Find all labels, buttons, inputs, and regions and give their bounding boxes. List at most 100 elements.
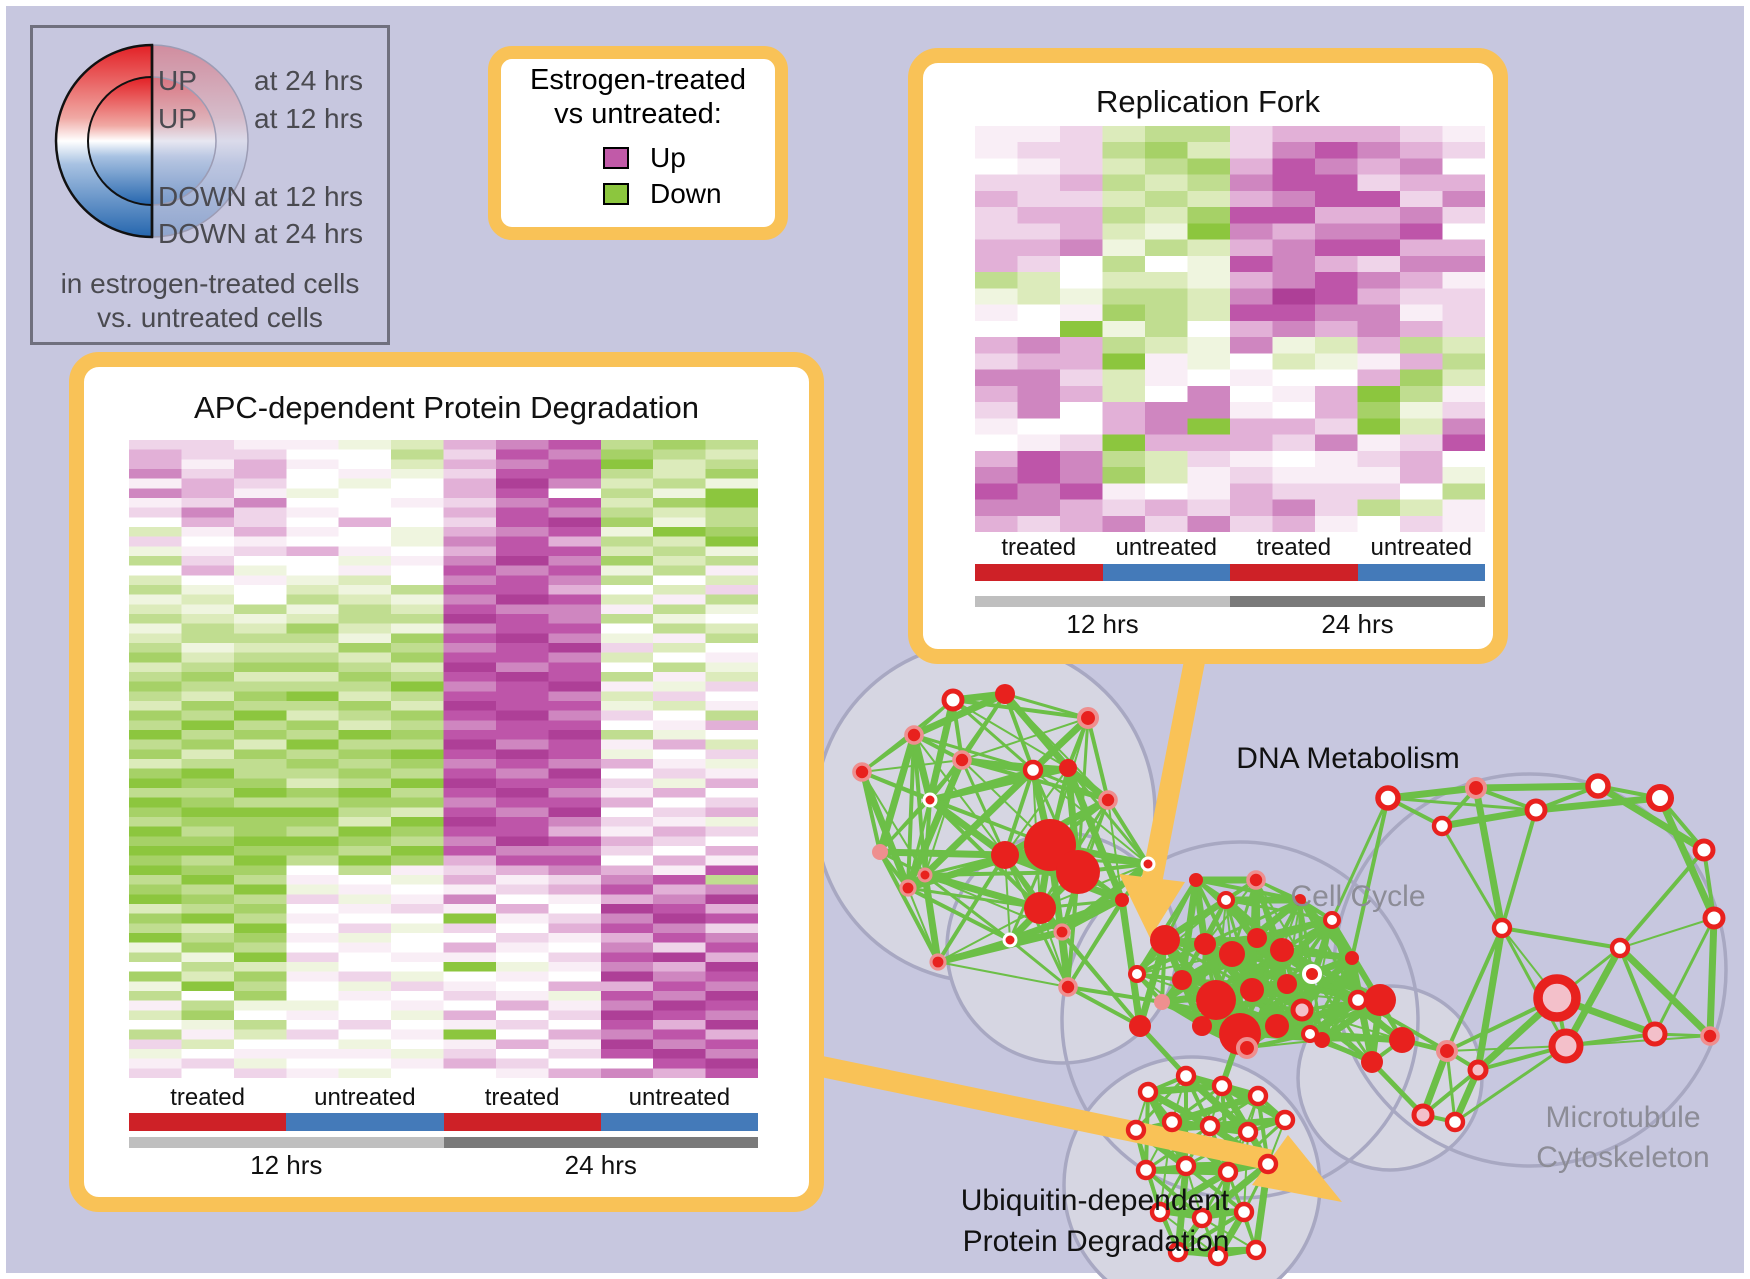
heatmap-cell <box>705 710 758 721</box>
heatmap-cell <box>1357 402 1401 419</box>
replication-fork-heatmap <box>975 126 1485 532</box>
heatmap-cell <box>495 817 549 828</box>
heatmap-cell <box>653 594 707 605</box>
heatmap-cell <box>338 556 392 567</box>
heatmap-cell <box>1357 353 1401 371</box>
heatmap-cell <box>129 836 183 847</box>
heatmap-cell <box>129 536 183 547</box>
heatmap-cell <box>391 720 445 731</box>
heatmap-cell <box>129 933 183 944</box>
heatmap-cell <box>495 662 549 673</box>
heatmap-cell <box>548 923 602 934</box>
heatmap-cell <box>443 797 497 808</box>
heatmap-cell <box>1315 126 1359 143</box>
heatmap-cell <box>1230 239 1274 257</box>
heatmap-cell <box>233 556 287 567</box>
heatmap-cell <box>129 710 183 721</box>
heatmap-cell <box>495 507 549 518</box>
heatmap-cell <box>1272 304 1316 322</box>
heatmap-cell <box>975 272 1019 289</box>
heatmap-cell <box>495 478 549 489</box>
heatmap-cell <box>705 1068 758 1078</box>
time-bar <box>975 596 1230 607</box>
heatmap-cell <box>391 643 445 654</box>
network-edge <box>1617 945 1713 1039</box>
network-node-pinkring <box>1076 706 1100 730</box>
heatmap-cell <box>1315 190 1359 208</box>
heatmap-cell <box>1272 142 1316 160</box>
heatmap-cell <box>653 846 707 857</box>
heatmap-cell <box>1102 320 1146 338</box>
heatmap-cell <box>129 643 183 654</box>
heatmap-cell <box>548 1049 602 1060</box>
heatmap-cell <box>1400 483 1444 501</box>
heatmap-cell <box>391 807 445 818</box>
heatmap-cell <box>181 575 235 586</box>
heatmap-cell <box>391 585 445 596</box>
heatmap-cell <box>338 797 392 808</box>
heatmap-cell <box>181 604 235 615</box>
heatmap-cell <box>1017 483 1061 501</box>
heatmap-cell <box>600 1000 654 1011</box>
heatmap-cell <box>975 337 1019 354</box>
heatmap-cell <box>1187 126 1231 143</box>
heatmap-cell <box>338 1020 392 1031</box>
heatmap-cell <box>1017 174 1061 192</box>
network-node-ringwhite <box>1161 1111 1183 1133</box>
heatmap-cell <box>653 962 707 973</box>
heatmap-cell <box>705 440 758 451</box>
network-edge <box>1535 794 1661 814</box>
heatmap-cell <box>653 720 707 731</box>
heatmap-cell <box>548 991 602 1002</box>
heatmap-cell <box>443 749 497 760</box>
heatmap-cell <box>1315 288 1359 306</box>
heatmap-cell <box>705 759 758 770</box>
network-bridge-edge <box>1370 1060 1425 1117</box>
heatmap-cell <box>1017 369 1061 387</box>
heatmap-cell <box>975 385 1019 403</box>
heatmap-cell <box>1357 272 1401 289</box>
heatmap-cell <box>1102 450 1146 468</box>
heatmap-cell <box>1272 207 1316 225</box>
heatmap-cell <box>705 536 758 547</box>
network-node-solid <box>1240 978 1264 1002</box>
cluster-label-ubiquitin-line2: Protein Degradation <box>963 1225 1230 1258</box>
heatmap-cell <box>233 527 287 538</box>
heatmap-cell <box>548 1000 602 1011</box>
network-edge <box>924 759 963 876</box>
heatmap-cell <box>1442 190 1485 208</box>
network-node-solid <box>1059 759 1077 777</box>
heatmap-cell <box>705 865 758 876</box>
time-label: 24 hrs <box>1321 609 1394 639</box>
heatmap-cell <box>705 633 758 644</box>
network-node-solid <box>1192 1016 1212 1036</box>
heatmap-cell <box>975 369 1019 387</box>
heatmap-cell <box>1315 483 1359 501</box>
heatmap-cell <box>548 1029 602 1040</box>
heatmap-cell <box>286 991 340 1002</box>
heatmap-cell <box>1060 142 1104 160</box>
heatmap-cell <box>391 546 445 557</box>
network-edge <box>1472 787 1506 929</box>
heatmap-cell <box>181 981 235 992</box>
heatmap-cell <box>600 478 654 489</box>
heatmap-cell <box>338 817 392 828</box>
network-edge <box>1194 879 1234 955</box>
heatmap-cell <box>1145 174 1189 192</box>
heatmap-cell <box>338 672 392 683</box>
network-node-solid <box>1270 938 1294 962</box>
heatmap-cell <box>1357 174 1401 192</box>
heatmap-cell <box>1442 450 1485 468</box>
heatmap-cell <box>1145 223 1189 241</box>
heatmap-cell <box>338 952 392 963</box>
network-node-solid <box>1172 970 1192 990</box>
heatmap-cell <box>495 846 549 857</box>
heatmap-cell <box>443 556 497 567</box>
heatmap-cell <box>129 701 183 712</box>
heatmap-cell <box>705 478 758 489</box>
network-node-whitering <box>1002 932 1018 948</box>
heatmap-cell <box>600 807 654 818</box>
network-edge <box>878 851 940 963</box>
heatmap-cell <box>391 991 445 1002</box>
heatmap-cell <box>1060 272 1104 289</box>
